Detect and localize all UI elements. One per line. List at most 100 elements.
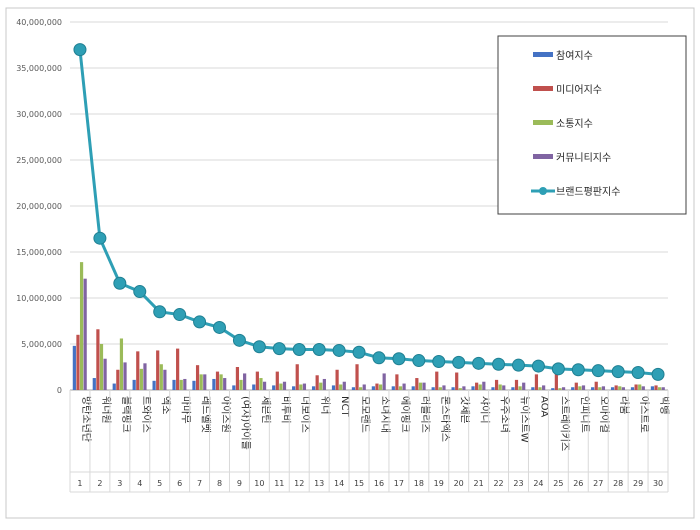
- category-label: 마마무: [180, 396, 192, 424]
- category-label: AOA: [538, 396, 549, 417]
- bar-3-10: [259, 378, 263, 390]
- category-label: 뉴이스트W: [519, 396, 531, 443]
- category-label: 아스트로: [638, 396, 650, 433]
- bar-4-22: [502, 385, 506, 390]
- category-label: 방탄소년단: [80, 396, 92, 442]
- bar-4-24: [542, 385, 546, 390]
- bar-3-15: [359, 387, 363, 390]
- category-label: 소녀시대: [379, 396, 391, 433]
- category-label: 샤이니: [479, 396, 491, 424]
- bar-4-15: [362, 384, 366, 390]
- legend-swatch-3: [533, 120, 553, 125]
- brand-index-point-3: [113, 276, 127, 290]
- bar-2-25: [554, 373, 558, 390]
- category-label: 우주소녀: [499, 396, 511, 433]
- bar-1-25: [551, 388, 555, 390]
- category-label: 세븐틴: [259, 396, 271, 424]
- brand-index-point-8: [213, 320, 226, 334]
- category-label: 에이핑크: [399, 396, 411, 433]
- bar-2-9: [235, 367, 240, 390]
- bar-3-26: [578, 386, 582, 390]
- rank-label: 11: [274, 479, 284, 488]
- bar-4-9: [243, 373, 247, 390]
- category-label: 아이즈원: [220, 396, 232, 433]
- rank-label: 15: [354, 479, 364, 488]
- category-label: 라붐: [618, 396, 630, 414]
- bar-1-12: [292, 386, 296, 390]
- bar-2-20: [455, 372, 459, 390]
- rank-label: 14: [334, 479, 344, 488]
- legend-label: 소통지수: [556, 118, 593, 130]
- bar-2-27: [594, 381, 598, 390]
- bar-3-5: [159, 364, 163, 390]
- rank-label: 30: [653, 479, 663, 488]
- bar-2-1: [76, 334, 80, 390]
- brand-index-point-21: [472, 356, 486, 370]
- bar-1-10: [252, 384, 256, 390]
- bar-4-11: [282, 381, 287, 390]
- bar-2-19: [435, 371, 439, 390]
- brand-index-point-2: [93, 231, 107, 245]
- bar-3-6: [179, 379, 183, 390]
- bar-2-22: [494, 379, 499, 390]
- category-label: 블랙핑크: [120, 396, 132, 433]
- bar-1-6: [172, 379, 176, 390]
- bar-3-27: [598, 387, 602, 390]
- category-label: 모모랜드: [359, 396, 371, 433]
- category-label: 인피니트: [578, 396, 590, 433]
- bar-3-11: [279, 383, 283, 390]
- y-axis-tick-labels: 0 5,000,000 10,000,000 15,000,000 20,000,000…: [16, 18, 62, 395]
- bar-1-9: [232, 385, 236, 390]
- brand-index-line: [73, 43, 665, 381]
- bar-2-13: [315, 375, 319, 390]
- category-label: 러블리즈: [419, 396, 431, 433]
- brand-index-point-5: [153, 305, 167, 319]
- brand-index-point-26: [571, 363, 585, 377]
- bar-1-26: [571, 387, 575, 390]
- bar-3-30: [658, 387, 662, 390]
- brand-index-point-22: [492, 357, 506, 371]
- bar-4-17: [402, 383, 406, 390]
- bar-3-17: [398, 386, 403, 390]
- bar-3-28: [618, 386, 622, 390]
- bar-2-16: [375, 383, 379, 390]
- brand-index-point-30: [651, 367, 665, 381]
- bar-4-26: [581, 385, 586, 390]
- bar-3-16: [378, 384, 383, 390]
- bar-1-24: [531, 387, 535, 390]
- bar-4-19: [442, 385, 446, 390]
- bar-1-23: [511, 387, 515, 390]
- rank-label: 12: [294, 479, 304, 488]
- rank-label: 29: [633, 479, 643, 488]
- bar-1-1: [72, 345, 76, 390]
- brand-index-point-12: [292, 343, 306, 357]
- bar-1-7: [192, 380, 196, 390]
- bar-1-13: [311, 386, 316, 390]
- rank-label: 25: [553, 479, 563, 488]
- bar-3-19: [438, 387, 442, 390]
- bars: [72, 262, 665, 390]
- rank-label: 9: [237, 479, 242, 488]
- bar-1-2: [92, 378, 96, 390]
- category-label: 위너: [319, 396, 332, 414]
- bar-4-3: [123, 362, 127, 390]
- legend-label: 참여지수: [556, 50, 593, 62]
- bar-2-18: [415, 378, 419, 390]
- bar-4-10: [262, 381, 267, 390]
- bar-1-16: [371, 386, 375, 390]
- bar-3-9: [239, 379, 243, 390]
- bar-1-4: [132, 379, 136, 390]
- brand-index-point-10: [252, 340, 266, 354]
- brand-index-point-23: [512, 358, 525, 372]
- bar-2-4: [136, 351, 140, 390]
- y-tick-label: 20,000,000: [16, 202, 62, 211]
- bar-2-21: [475, 382, 479, 390]
- brand-index-point-27: [591, 364, 605, 378]
- bar-2-7: [195, 365, 200, 390]
- y-tick-label: 15,000,000: [16, 248, 62, 257]
- bar-1-8: [212, 378, 216, 390]
- bar-2-28: [614, 385, 618, 390]
- rank-label: 8: [217, 479, 222, 488]
- bar-4-30: [661, 387, 665, 390]
